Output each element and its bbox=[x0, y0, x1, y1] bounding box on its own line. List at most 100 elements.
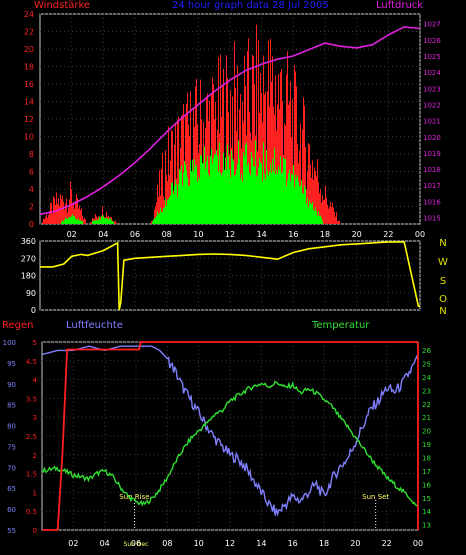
x-tick-label: 18 bbox=[319, 539, 329, 548]
average-bar bbox=[96, 219, 97, 224]
average-bar bbox=[213, 158, 214, 224]
y-tick-label: 1023 bbox=[423, 85, 441, 93]
y-tick-label: 4.5 bbox=[26, 358, 37, 366]
temperature-line bbox=[41, 380, 419, 508]
average-bar bbox=[272, 159, 273, 224]
gust-bar bbox=[50, 202, 51, 224]
gust-bar bbox=[295, 71, 296, 224]
average-bar bbox=[199, 179, 200, 224]
average-bar bbox=[310, 203, 311, 224]
gust-bar bbox=[292, 99, 293, 224]
y-tick-label: 3 bbox=[33, 414, 37, 422]
gust-bar bbox=[313, 179, 314, 224]
average-bar bbox=[259, 158, 260, 224]
gust-bar bbox=[286, 74, 287, 224]
y-tick-label: 22 bbox=[422, 401, 431, 409]
gust-bar bbox=[234, 41, 235, 224]
gust-bar bbox=[296, 86, 297, 224]
gust-bar bbox=[172, 131, 173, 224]
average-bar bbox=[275, 173, 276, 224]
gust-bar bbox=[302, 129, 303, 224]
gust-bar bbox=[62, 195, 63, 224]
gust-bar bbox=[178, 116, 179, 224]
gust-bar bbox=[95, 213, 96, 224]
gust-bar bbox=[300, 123, 301, 224]
average-bar bbox=[160, 207, 161, 224]
compass-label: W bbox=[438, 257, 448, 268]
average-bar bbox=[162, 212, 163, 224]
gust-bar bbox=[188, 124, 189, 224]
gust-bar bbox=[200, 79, 201, 224]
average-bar bbox=[255, 140, 256, 224]
average-bar bbox=[94, 220, 95, 224]
average-bar bbox=[240, 179, 241, 224]
gust-bar bbox=[319, 193, 320, 224]
average-bar bbox=[101, 215, 102, 224]
gust-bar bbox=[102, 206, 103, 224]
gust-bar bbox=[320, 189, 321, 224]
x-tick-label: 12 bbox=[225, 230, 235, 239]
average-bar bbox=[271, 173, 272, 224]
average-bar bbox=[195, 167, 196, 224]
gust-bar bbox=[157, 185, 158, 224]
gust-bar bbox=[71, 189, 72, 224]
x-tick-label: 12 bbox=[225, 539, 235, 548]
y-tick-label: 18 bbox=[422, 454, 431, 462]
average-bar bbox=[179, 169, 180, 224]
average-bar bbox=[100, 219, 101, 224]
gust-bar bbox=[327, 204, 328, 224]
x-tick-label: 20 bbox=[350, 539, 360, 548]
y-tick-label: 75 bbox=[7, 443, 16, 451]
average-bar bbox=[261, 163, 262, 224]
gust-bar bbox=[261, 92, 262, 224]
x-tick-label: 18 bbox=[320, 230, 330, 239]
average-bar bbox=[274, 148, 275, 224]
average-bar bbox=[212, 163, 213, 224]
y-tick-label: 1025 bbox=[423, 53, 441, 61]
y-tick-label: 270 bbox=[21, 254, 36, 263]
average-bar bbox=[254, 166, 255, 224]
gust-bar bbox=[197, 124, 198, 224]
average-bar bbox=[238, 140, 239, 224]
average-bar bbox=[187, 177, 188, 224]
average-bar bbox=[173, 194, 174, 224]
y-tick-label: 4 bbox=[29, 185, 34, 194]
y-tick-label: 95 bbox=[7, 360, 16, 368]
y-tick-label: 24 bbox=[24, 10, 34, 19]
average-bar bbox=[251, 152, 252, 224]
gust-bar bbox=[196, 78, 197, 225]
average-bar bbox=[260, 162, 261, 224]
y-tick-label: 65 bbox=[7, 485, 16, 493]
gust-bar bbox=[226, 55, 227, 225]
y-tick-label: 1020 bbox=[423, 134, 441, 142]
gust-bar bbox=[334, 211, 335, 224]
gust-bar bbox=[166, 175, 167, 224]
gust-bar bbox=[288, 104, 289, 224]
average-bar bbox=[64, 219, 65, 224]
average-bar bbox=[105, 217, 106, 224]
average-bar bbox=[302, 192, 303, 224]
gust-bar bbox=[175, 122, 176, 224]
gust-bar bbox=[270, 38, 271, 225]
average-bar bbox=[315, 207, 316, 224]
gust-bar bbox=[240, 93, 241, 225]
average-bar bbox=[298, 181, 299, 224]
gust-bar bbox=[249, 112, 250, 224]
gust-bar bbox=[42, 222, 43, 224]
gust-bar bbox=[242, 102, 243, 224]
average-bar bbox=[247, 165, 248, 224]
gust-bar bbox=[165, 150, 166, 224]
average-bar bbox=[202, 162, 203, 224]
average-bar bbox=[181, 165, 182, 224]
average-bar bbox=[304, 185, 305, 224]
average-bar bbox=[220, 172, 221, 224]
gust-bar bbox=[248, 38, 249, 225]
average-bar bbox=[250, 175, 251, 224]
gust-bar bbox=[312, 160, 313, 224]
y-tick-label: 1016 bbox=[423, 198, 441, 206]
average-bar bbox=[67, 218, 68, 224]
average-bar bbox=[279, 169, 280, 224]
average-bar bbox=[269, 171, 270, 224]
average-bar bbox=[266, 150, 267, 224]
average-bar bbox=[292, 174, 293, 224]
